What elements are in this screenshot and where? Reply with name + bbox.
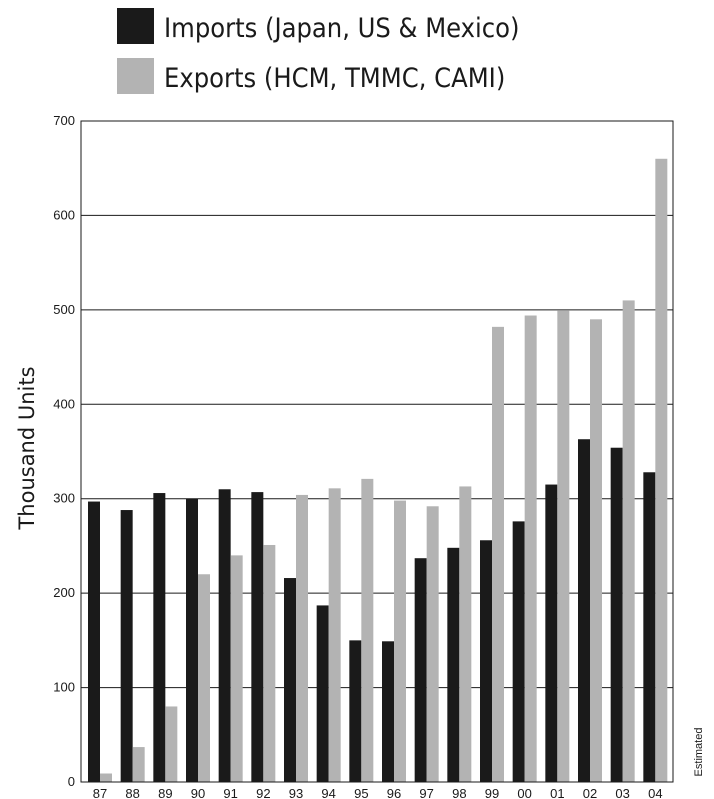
- bar-imports-93: [284, 578, 296, 782]
- bar-imports-03: [610, 447, 623, 782]
- bar-imports-01: [545, 484, 558, 782]
- y-axis-ticks: 0 100 200 300 400 500 600 700: [53, 113, 75, 789]
- x-tick-label: 97: [419, 786, 433, 799]
- bar-imports-97: [414, 558, 427, 782]
- bar-imports-91: [218, 489, 231, 782]
- estimated-note: Estimated: [693, 728, 705, 777]
- y-tick-label: 0: [68, 774, 75, 789]
- gridlines: [81, 214, 673, 689]
- y-tick-label: 700: [53, 113, 75, 128]
- x-tick-label: 87: [93, 786, 107, 799]
- bar-imports-04: [643, 472, 656, 782]
- x-tick-label: 01: [550, 786, 564, 799]
- bar-exports-00: [524, 315, 537, 782]
- bar-exports-97: [426, 506, 439, 782]
- legend-swatch-exports: [117, 58, 154, 94]
- x-tick-label: 99: [485, 786, 499, 799]
- y-tick-label: 500: [53, 302, 75, 317]
- x-tick-label: 02: [583, 786, 597, 799]
- bar-exports-96: [394, 500, 406, 782]
- x-tick-label: 94: [321, 786, 335, 799]
- y-axis-title: Thousand Units: [15, 366, 39, 530]
- bar-exports-90: [198, 574, 210, 782]
- x-axis-ticks: 87 88 89 90 91 92 93 94 95 96 97 98 99 00 01 02 03 04: [93, 786, 663, 799]
- x-tick-label: 98: [452, 786, 466, 799]
- bar-imports-89: [153, 493, 166, 782]
- bar-imports-92: [251, 492, 264, 782]
- bar-imports-88: [120, 510, 133, 782]
- bar-exports-88: [132, 747, 145, 782]
- y-tick-label: 100: [53, 680, 75, 695]
- bar-imports-02: [578, 439, 590, 782]
- x-tick-label: 03: [615, 786, 629, 799]
- bar-exports-02: [590, 319, 602, 782]
- legend-swatch-imports: [117, 8, 154, 44]
- y-tick-label: 600: [53, 207, 75, 222]
- legend-label-imports: Imports (Japan, US & Mexico): [164, 13, 519, 44]
- bar-exports-89: [165, 706, 178, 782]
- bar-exports-87: [100, 773, 112, 782]
- bar-exports-98: [459, 486, 472, 782]
- bar-exports-01: [557, 310, 570, 782]
- bar-exports-91: [230, 555, 243, 782]
- bars: [88, 158, 668, 782]
- x-tick-label: 95: [354, 786, 368, 799]
- bar-exports-03: [622, 300, 635, 782]
- x-tick-label: 90: [191, 786, 205, 799]
- x-tick-label: 91: [223, 786, 237, 799]
- x-tick-label: 88: [125, 786, 139, 799]
- y-tick-label: 400: [53, 396, 75, 411]
- legend: Imports (Japan, US & Mexico) Exports (HCM…: [117, 8, 519, 94]
- y-tick-label: 300: [53, 491, 75, 506]
- bar-imports-90: [186, 498, 198, 782]
- bar-exports-04: [655, 158, 668, 782]
- x-tick-label: 00: [517, 786, 531, 799]
- plot-frame: [80, 120, 674, 783]
- x-tick-label: 93: [289, 786, 303, 799]
- bar-imports-96: [382, 641, 394, 782]
- bar-imports-95: [349, 640, 362, 782]
- bar-exports-99: [492, 326, 504, 782]
- y-tick-label: 200: [53, 585, 75, 600]
- legend-label-exports: Exports (HCM, TMMC, CAMI): [164, 63, 505, 94]
- bar-exports-93: [296, 494, 308, 782]
- bar-exports-94: [328, 488, 341, 782]
- x-tick-label: 04: [648, 786, 662, 799]
- bar-imports-94: [316, 605, 329, 782]
- bar-exports-95: [361, 478, 374, 782]
- bar-imports-98: [447, 547, 460, 782]
- x-tick-label: 96: [387, 786, 401, 799]
- x-tick-label: 92: [256, 786, 270, 799]
- bar-imports-99: [480, 540, 492, 782]
- bar-imports-00: [512, 521, 525, 782]
- bar-imports-87: [88, 501, 100, 782]
- x-tick-label: 89: [158, 786, 172, 799]
- bar-exports-92: [263, 544, 276, 782]
